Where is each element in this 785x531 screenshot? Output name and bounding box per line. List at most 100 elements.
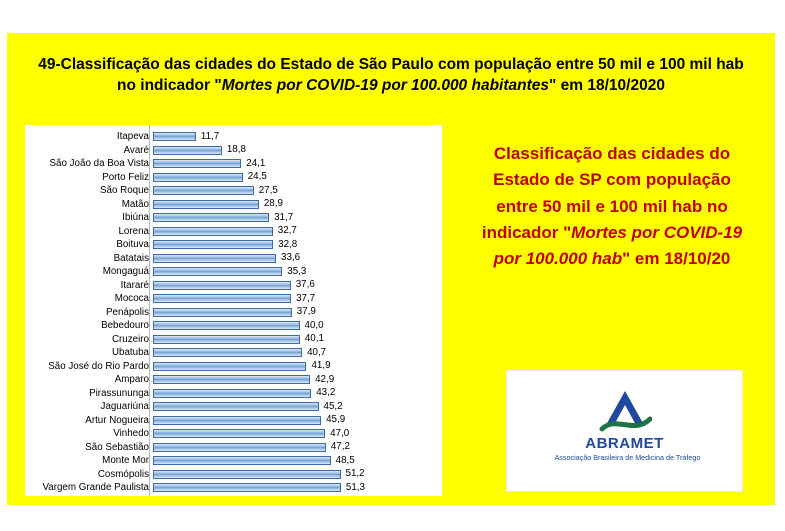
bar-track: 45,2 <box>153 401 442 412</box>
bar <box>153 240 273 249</box>
bar-value-label: 37,9 <box>297 306 316 317</box>
bar-row: Matão28,9 <box>25 198 442 212</box>
bar <box>153 281 291 290</box>
bar <box>153 416 321 425</box>
bar-value-label: 48,5 <box>336 455 355 466</box>
bar-row: Mongaguá35,3 <box>25 265 442 279</box>
bar-category-label: Mongaguá <box>25 266 153 277</box>
bar-value-label: 11,7 <box>201 131 219 142</box>
bar-track: 45,9 <box>153 415 442 426</box>
bar-category-label: Cosmópolis <box>25 469 153 480</box>
bar-value-label: 45,2 <box>324 401 343 412</box>
bar-track: 43,2 <box>153 388 442 399</box>
bar <box>153 173 243 182</box>
bar-track: 28,9 <box>153 199 442 210</box>
bar-value-label: 51,3 <box>346 482 365 493</box>
bar-category-label: São Roque <box>25 185 153 196</box>
bar-category-label: Porto Feliz <box>25 172 153 183</box>
bar <box>153 159 241 168</box>
bar-value-label: 37,7 <box>296 293 315 304</box>
bar <box>153 375 310 384</box>
bar-track: 47,2 <box>153 442 442 453</box>
bar-row: Lorena32,7 <box>25 225 442 239</box>
bar-category-label: Penápolis <box>25 307 153 318</box>
bar-track: 40,0 <box>153 320 442 331</box>
bar-category-label: Vinhedo <box>25 428 153 439</box>
bar <box>153 470 341 479</box>
bar-track: 35,3 <box>153 266 442 277</box>
bar <box>153 389 311 398</box>
bar <box>153 294 291 303</box>
bar-track: 32,8 <box>153 239 442 250</box>
bar-category-label: Vargem Grande Paulista <box>25 482 153 493</box>
logo-name: ABRAMET <box>555 435 695 452</box>
overlay-l4a: indicador " <box>482 223 571 242</box>
bar-track: 40,7 <box>153 347 442 358</box>
bar-category-label: São José do Rio Pardo <box>25 361 153 372</box>
bar-row: Batatais33,6 <box>25 252 442 266</box>
bar-value-label: 47,2 <box>331 441 350 452</box>
bar-track: 42,9 <box>153 374 442 385</box>
bar-value-label: 43,2 <box>316 387 335 398</box>
bar-track: 40,1 <box>153 334 442 345</box>
bar-value-label: 32,7 <box>278 225 297 236</box>
bar-row: Amparo42,9 <box>25 373 442 387</box>
bar <box>153 335 300 344</box>
bar-value-label: 32,8 <box>278 239 297 250</box>
bar-track: 24,1 <box>153 158 442 169</box>
bar-track: 27,5 <box>153 185 442 196</box>
bar <box>153 227 273 236</box>
bar-category-label: Itararé <box>25 280 153 291</box>
bar-row: Monte Mor 48,5 <box>25 454 442 468</box>
bar-row: Cosmópolis 51,2 <box>25 468 442 482</box>
bar-category-label: Itapeva <box>25 131 153 142</box>
bar-track: 18,8 <box>153 145 442 156</box>
bar-row: Pirassununga43,2 <box>25 387 442 401</box>
bar <box>153 308 292 317</box>
bar-track: 32,7 <box>153 226 442 237</box>
bar-value-label: 45,9 <box>326 414 345 425</box>
bar-category-label: São João da Boa Vista <box>25 158 153 169</box>
bar <box>153 456 331 465</box>
bar <box>153 429 325 438</box>
bar-value-label: 51,2 <box>346 468 365 479</box>
bar-category-label: Monte Mor <box>25 455 153 466</box>
bar-value-label: 40,1 <box>305 333 324 344</box>
bar-row: São José do Rio Pardo41,9 <box>25 360 442 374</box>
bar <box>153 186 254 195</box>
bar <box>153 402 319 411</box>
bar-category-label: Ibiúna <box>25 212 153 223</box>
bar-track: 37,9 <box>153 307 442 318</box>
overlay-l5a: por 100.000 hab <box>494 249 623 268</box>
bar-row: Boituva32,8 <box>25 238 442 252</box>
bar <box>153 483 341 492</box>
overlay-l4b: Mortes por COVID-19 <box>571 223 742 242</box>
bar-track: 37,7 <box>153 293 442 304</box>
chart-title: 49-Classificação das cidades do Estado d… <box>7 55 775 97</box>
bar-value-label: 37,6 <box>296 279 315 290</box>
bar-track: 37,6 <box>153 280 442 291</box>
bar-category-label: Matão <box>25 199 153 210</box>
bar <box>153 348 302 357</box>
bar-row: São João da Boa Vista24,1 <box>25 157 442 171</box>
bar-row: Cruzeiro40,1 <box>25 333 442 347</box>
bar-track: 51,2 <box>153 469 442 480</box>
bar-row: Penápolis 37,9 <box>25 306 442 320</box>
chart-rows: Itapeva 11,7 Avaré18,8São João da Boa Vist… <box>25 130 442 495</box>
bar-row: São Roque27,5 <box>25 184 442 198</box>
bar-value-label: 40,0 <box>305 320 324 331</box>
bar-row: Ibiúna31,7 <box>25 211 442 225</box>
logo-mark-icon <box>598 385 652 433</box>
bar-row: Jaguariúna45,2 <box>25 400 442 414</box>
bar <box>153 362 306 371</box>
title-suffix: " em 18/10/2020 <box>549 77 665 94</box>
bar-category-label: Avaré <box>25 145 153 156</box>
overlay-l2: Estado de SP com população <box>457 167 767 193</box>
bar-row: Porto Feliz 24,5 <box>25 171 442 185</box>
bar-value-label: 40,7 <box>307 347 326 358</box>
bar-row: Ubatuba40,7 <box>25 346 442 360</box>
bar-category-label: Artur Nogueira <box>25 415 153 426</box>
logo-card: ABRAMET Associação Brasileira de Medicin… <box>507 371 742 491</box>
bar-row: Bebedouro40,0 <box>25 319 442 333</box>
bar-value-label: 24,5 <box>248 171 267 182</box>
